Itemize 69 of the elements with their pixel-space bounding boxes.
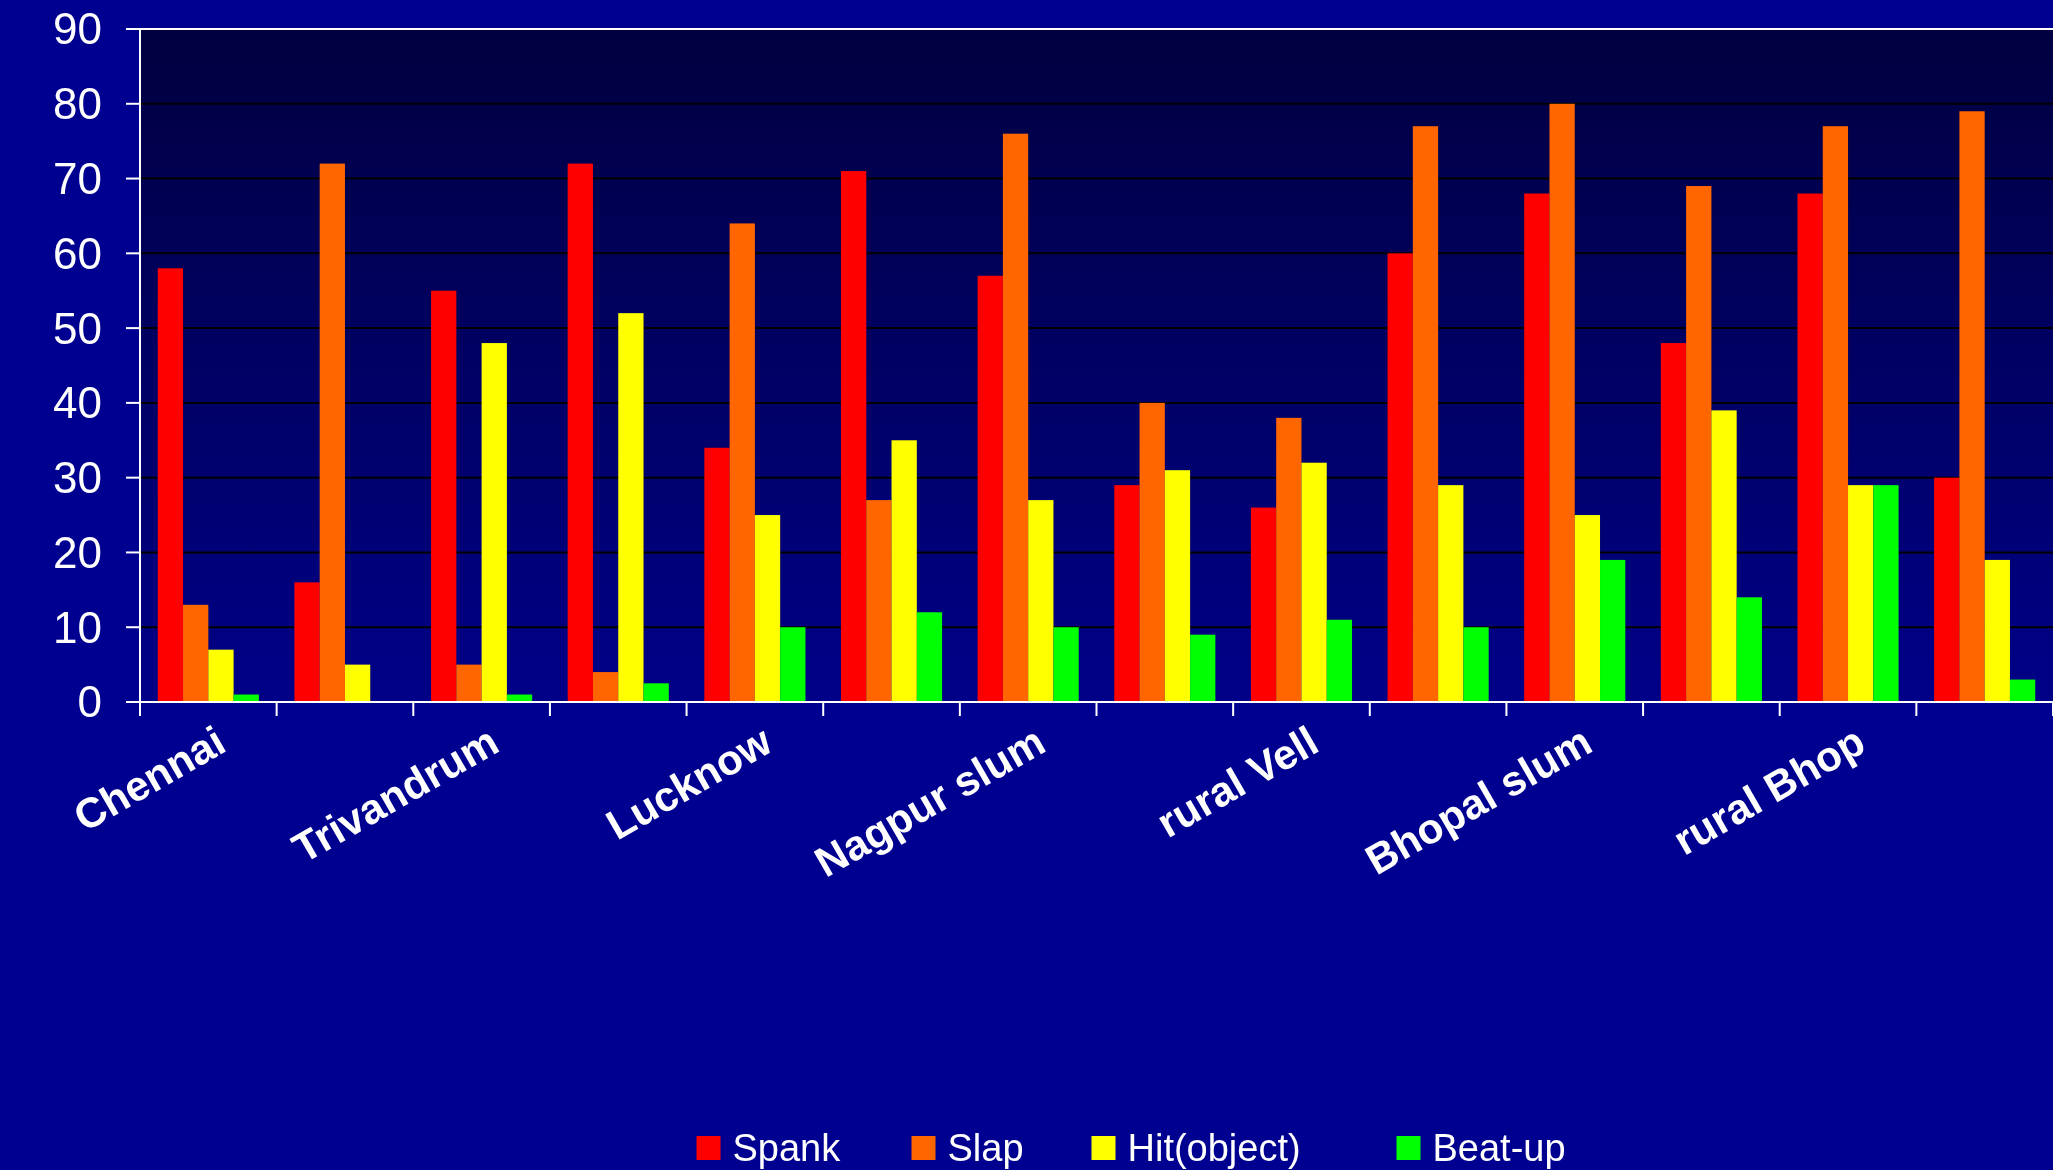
bar [1326, 619, 1353, 702]
bar [208, 649, 234, 702]
bar [1822, 126, 1849, 702]
bar [183, 604, 209, 702]
bar [456, 664, 482, 702]
bar [618, 313, 644, 702]
y-tick-label: 90 [53, 4, 102, 54]
y-tick-label: 80 [53, 79, 102, 129]
bar [157, 268, 184, 702]
legend-label: Spank [732, 1127, 842, 1170]
x-tick-label: rural Bhop [1665, 717, 1873, 864]
bar [1736, 597, 1762, 702]
bar [431, 290, 457, 702]
bar [1028, 500, 1054, 702]
bar [1438, 485, 1464, 702]
bar [2009, 679, 2036, 702]
bar [1250, 507, 1277, 702]
bar [1934, 477, 1960, 702]
x-tick-label: rural Vell [1148, 717, 1326, 847]
bar [1002, 133, 1029, 702]
bar [1984, 559, 2010, 702]
bar [1164, 470, 1191, 702]
legend-label: Hit(object) [1127, 1127, 1301, 1170]
bar [1600, 559, 1626, 702]
bar [1276, 417, 1302, 702]
bar [1549, 103, 1575, 702]
legend-label: Slap [947, 1127, 1024, 1170]
bar [1387, 253, 1413, 702]
y-tick-label: 30 [53, 453, 102, 503]
bar [1524, 193, 1550, 702]
y-tick-label: 60 [53, 228, 102, 278]
bar [866, 500, 892, 702]
y-tick-label: 0 [77, 677, 102, 727]
y-tick-label: 10 [53, 602, 102, 652]
bar [567, 163, 593, 702]
y-tick-label: 40 [53, 378, 102, 428]
bar [319, 163, 345, 702]
bar [1797, 193, 1823, 702]
bar [1660, 343, 1687, 702]
bar [643, 683, 669, 702]
bar [1711, 410, 1737, 702]
bar [1412, 126, 1439, 702]
y-tick-label: 50 [53, 303, 102, 353]
bar [780, 627, 806, 702]
bar [344, 664, 371, 702]
y-tick-label: 70 [53, 153, 102, 203]
bar [891, 440, 917, 702]
bar [916, 612, 943, 702]
bar [754, 515, 781, 702]
bar [1463, 627, 1489, 702]
bar [592, 672, 619, 702]
bar [977, 275, 1003, 702]
legend-label: Beat-up [1432, 1127, 1566, 1170]
bar [1139, 402, 1165, 702]
bar [481, 343, 507, 702]
bar [1959, 111, 1985, 702]
bar [1574, 515, 1601, 702]
bar [1114, 485, 1140, 702]
bar [704, 447, 730, 702]
bar [840, 171, 867, 702]
bar [729, 223, 755, 702]
bar [1873, 485, 1899, 702]
y-tick-label: 20 [53, 527, 102, 577]
bar [1053, 627, 1079, 702]
bar [1190, 634, 1216, 702]
bar [294, 582, 320, 702]
bar [1686, 186, 1712, 702]
bar [1301, 462, 1327, 702]
bar [1848, 485, 1874, 702]
